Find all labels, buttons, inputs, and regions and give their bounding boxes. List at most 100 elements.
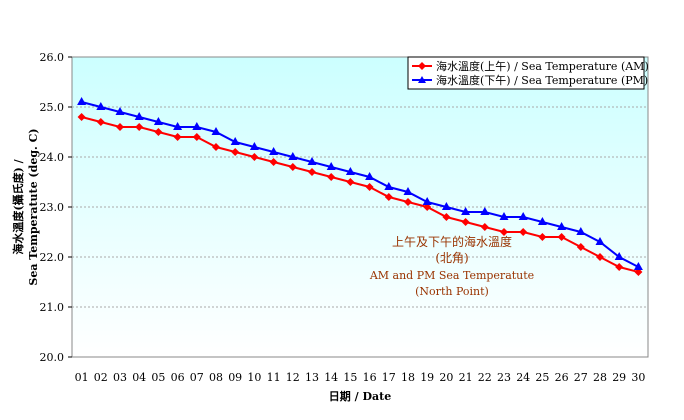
x-tick-label: 06 <box>171 371 185 384</box>
x-tick-label: 24 <box>516 371 530 384</box>
x-tick-label: 14 <box>324 371 338 384</box>
x-tick-label: 04 <box>132 371 146 384</box>
data-point-am <box>327 173 336 181</box>
data-point-am <box>461 218 470 226</box>
x-tick-label: 03 <box>113 371 127 384</box>
y-axis-label-2: Sea Temperatute (deg. C) <box>27 128 40 285</box>
data-point-pm <box>422 197 432 205</box>
x-tick-label: 02 <box>94 371 108 384</box>
data-point-pm <box>461 207 471 215</box>
data-point-am <box>596 253 604 261</box>
data-point-pm <box>537 217 547 225</box>
data-point-pm <box>192 122 202 130</box>
data-point-am <box>192 133 201 141</box>
data-point-pm <box>499 212 509 220</box>
data-point-pm <box>518 212 528 220</box>
data-point-am <box>365 183 374 191</box>
data-point-am <box>404 198 412 206</box>
data-point-pm <box>326 162 336 170</box>
data-point-pm <box>307 157 317 165</box>
x-tick-label: 01 <box>75 371 89 384</box>
legend-pm: 海水溫度(下午) / Sea Temperature (PM) <box>436 73 648 87</box>
annotation-line-4: (North Point) <box>415 285 489 298</box>
y-tick-label: 23.0 <box>40 201 65 214</box>
data-point-am <box>442 213 451 221</box>
y-axis-label-1: 海水溫度(攝氏度) / <box>11 158 25 254</box>
legend-am: 海水溫度(上午) / Sea Temperature (AM) <box>436 59 649 73</box>
y-tick-label: 26.0 <box>40 51 65 64</box>
data-point-pm <box>96 102 106 110</box>
x-tick-label: 22 <box>478 371 492 384</box>
data-point-am <box>538 233 547 241</box>
x-tick-label: 09 <box>228 371 242 384</box>
data-point-pm <box>557 222 567 230</box>
data-point-pm <box>441 202 451 210</box>
data-point-am <box>231 148 240 156</box>
data-point-pm <box>633 262 643 270</box>
y-tick-label: 21.0 <box>40 301 65 314</box>
data-point-pm <box>211 127 221 135</box>
annotation: 上午及下午的海水溫度 (北角) AM and PM Sea Temperatut… <box>369 234 534 298</box>
x-tick-label: 27 <box>574 371 588 384</box>
data-point-am <box>96 118 105 126</box>
data-point-pm <box>384 182 394 190</box>
data-point-am <box>173 133 182 141</box>
x-tick-label: 08 <box>209 371 223 384</box>
x-tick-label: 17 <box>382 371 396 384</box>
data-point-am <box>154 128 163 136</box>
x-tick-label: 21 <box>459 371 473 384</box>
data-point-am <box>500 228 508 236</box>
x-tick-label: 18 <box>401 371 415 384</box>
annotation-line-1: 上午及下午的海水溫度 <box>392 234 512 249</box>
y-tick-label: 20.0 <box>40 351 65 364</box>
data-point-pm <box>576 227 586 235</box>
x-tick-label: 26 <box>555 371 569 384</box>
data-point-pm <box>365 172 375 180</box>
data-point-pm <box>249 142 259 150</box>
data-point-pm <box>269 147 279 155</box>
x-tick-label: 25 <box>535 371 549 384</box>
data-point-am <box>346 178 355 186</box>
x-tick-label: 19 <box>420 371 434 384</box>
data-point-am <box>384 193 393 201</box>
data-point-pm <box>153 117 163 125</box>
x-tick-label: 15 <box>343 371 357 384</box>
data-point-am <box>212 143 220 151</box>
y-tick-label: 22.0 <box>40 251 65 264</box>
data-point-pm <box>173 122 183 130</box>
data-point-am <box>308 168 316 176</box>
data-point-pm <box>403 187 413 195</box>
data-point-am <box>269 158 278 166</box>
data-point-pm <box>77 97 87 105</box>
data-point-pm <box>288 152 298 160</box>
data-point-pm <box>230 137 240 145</box>
x-axis-label: 日期 / Date <box>329 389 391 403</box>
x-tick-label: 30 <box>631 371 645 384</box>
data-point-am <box>576 243 585 251</box>
y-tick-label: 24.0 <box>40 151 65 164</box>
data-point-am <box>250 153 259 161</box>
data-point-pm <box>345 167 355 175</box>
annotation-line-2: (北角) <box>435 251 468 265</box>
x-tick-label: 16 <box>363 371 377 384</box>
annotation-line-3: AM and PM Sea Temperatute <box>369 269 534 282</box>
data-point-am <box>557 233 566 241</box>
x-tick-label: 10 <box>247 371 261 384</box>
y-tick-label: 25.0 <box>40 101 65 114</box>
data-point-pm <box>614 252 624 260</box>
data-point-am <box>116 123 124 131</box>
data-point-am <box>77 113 86 121</box>
x-tick-label: 13 <box>305 371 319 384</box>
x-tick-label: 05 <box>151 371 165 384</box>
x-tick-label: 28 <box>593 371 607 384</box>
data-point-am <box>615 263 624 271</box>
x-tick-label: 23 <box>497 371 511 384</box>
x-tick-label: 20 <box>439 371 453 384</box>
data-point-pm <box>115 107 125 115</box>
data-point-pm <box>480 207 490 215</box>
x-tick-label: 07 <box>190 371 204 384</box>
x-tick-label: 12 <box>286 371 300 384</box>
x-tick-label: 11 <box>267 371 281 384</box>
x-tick-label: 29 <box>612 371 626 384</box>
